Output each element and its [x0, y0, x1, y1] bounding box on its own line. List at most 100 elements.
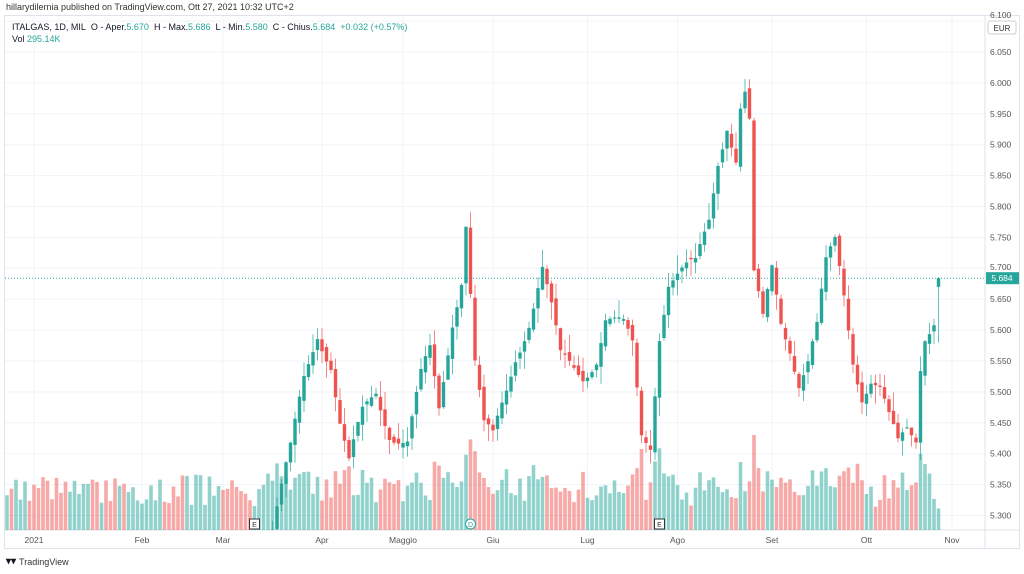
candle-body: [887, 399, 891, 413]
candle-body: [639, 390, 644, 436]
volume-bar: [662, 473, 666, 530]
candle-body: [693, 257, 698, 263]
price-tick: 5.400: [990, 449, 1012, 459]
time-tick: Ago: [670, 535, 685, 545]
volume-bar: [315, 476, 320, 530]
candle-body: [756, 268, 761, 292]
volume-bar: [95, 481, 99, 530]
candle-body: [779, 298, 783, 324]
change-value: +0.032 (+0.57%): [340, 22, 408, 32]
candle-body: [608, 318, 612, 324]
volume-bar: [842, 471, 846, 530]
candle-body: [711, 193, 716, 219]
candle-body: [347, 440, 351, 459]
candle-body: [311, 352, 315, 366]
candle-body: [927, 334, 932, 344]
volume-bar: [572, 502, 576, 530]
volume-bar: [653, 461, 657, 530]
volume-bar: [261, 484, 266, 530]
volume-bar: [216, 486, 221, 530]
volume-bar: [788, 479, 792, 530]
volume-bar: [360, 469, 365, 530]
symbol[interactable]: ITALGAS, 1D, MIL: [12, 22, 86, 32]
volume-bar: [513, 495, 518, 530]
volume-bar: [689, 505, 693, 530]
candle-body: [518, 352, 522, 359]
volume-bar: [180, 475, 185, 530]
volume-bar: [396, 480, 401, 530]
volume-bar: [149, 485, 153, 530]
volume-bar: [590, 500, 594, 530]
volume-bar: [536, 479, 540, 530]
volume-bar: [482, 477, 486, 530]
volume-bar: [747, 481, 752, 530]
volume-bar: [851, 482, 855, 530]
volume-bar: [225, 488, 230, 530]
candle-body: [657, 341, 662, 398]
candle-body: [495, 415, 500, 429]
candle-body: [333, 369, 338, 398]
volume-bar: [455, 486, 459, 530]
volume-bar: [878, 499, 882, 530]
volume-bar: [135, 500, 140, 530]
volume-bar: [734, 498, 738, 530]
time-tick: Apr: [315, 535, 328, 545]
candle-body: [878, 385, 882, 387]
volume-bar: [900, 472, 905, 530]
volume-bar: [185, 475, 189, 530]
candle-body: [851, 334, 855, 365]
volume-bar: [491, 493, 495, 530]
close-value: 5.684: [312, 22, 336, 32]
candle-body: [369, 397, 374, 406]
volume-bar: [707, 480, 711, 530]
volume-bar: [563, 487, 567, 530]
volume-bar: [639, 448, 644, 530]
price-tick: 5.600: [990, 325, 1012, 335]
vol-value: 295.14K: [27, 34, 61, 44]
volume-bar: [248, 500, 252, 530]
tradingview-logo-icon: ▾▾: [6, 556, 17, 567]
volume-bar: [648, 482, 653, 530]
time-tick: Feb: [135, 535, 150, 545]
publisher-line: hillarydilernia published on TradingView…: [6, 2, 294, 12]
candle-body: [855, 364, 860, 385]
volume-bar: [342, 470, 347, 530]
candle-body: [414, 391, 419, 415]
price-tick: 5.850: [990, 171, 1012, 181]
volume-bar: [329, 497, 333, 530]
volume-bar: [765, 471, 770, 530]
time-tick: Set: [766, 535, 779, 545]
candle-body: [423, 356, 428, 373]
volume-bar: [203, 504, 207, 530]
volume-bar: [131, 487, 135, 530]
volume-bar: [603, 485, 608, 530]
volume-bar: [90, 479, 95, 530]
candle-body: [621, 319, 626, 321]
volume-bar: [473, 451, 477, 530]
volume-bar: [378, 489, 383, 530]
volume-bar: [405, 485, 410, 530]
volume-bar: [234, 486, 239, 530]
volume-bar: [509, 493, 513, 530]
candle-body: [288, 442, 293, 463]
candle-body: [477, 364, 482, 390]
volume-bar: [608, 493, 612, 530]
volume-bar: [99, 502, 104, 530]
candle-body: [563, 353, 567, 355]
volume-bar: [27, 500, 32, 530]
candle-body: [558, 328, 563, 351]
price-tick: 5.800: [990, 202, 1012, 212]
volume-bar: [144, 499, 149, 530]
volume-bar: [117, 485, 122, 530]
candle-body: [864, 393, 869, 404]
volume-bar: [540, 476, 545, 530]
candle-body: [932, 325, 936, 332]
brand-name[interactable]: TradingView: [19, 556, 69, 567]
volume-bar: [644, 499, 648, 530]
volume-bar: [801, 495, 806, 530]
volume-bar: [869, 486, 873, 530]
volume-bar: [518, 478, 522, 530]
candle-body: [630, 324, 635, 341]
candle-body: [567, 352, 572, 361]
